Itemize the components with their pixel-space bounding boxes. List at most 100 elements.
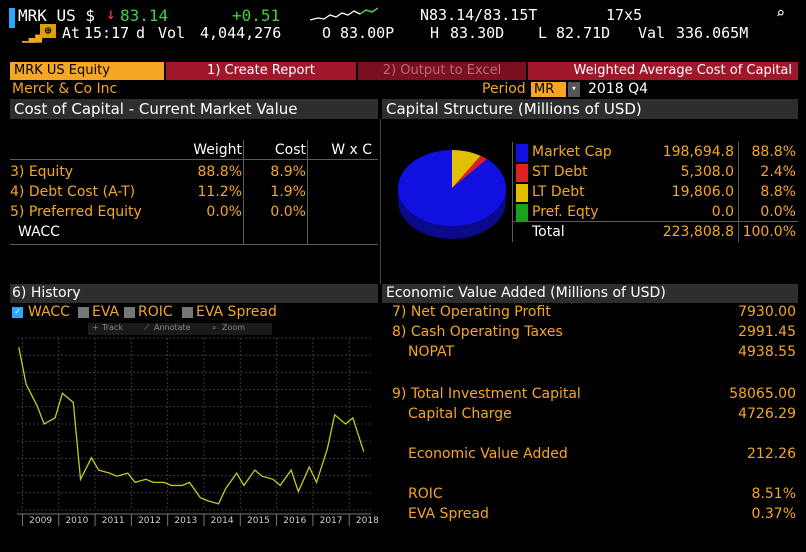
eva-label-capital-charge: Capital Charge xyxy=(408,406,512,422)
open-label: O xyxy=(322,24,332,42)
sparkline-icon xyxy=(310,7,378,21)
cs-pct-lt-debt: 8.8% xyxy=(760,184,796,200)
value-traded: 336.065M xyxy=(676,24,749,42)
equity-weight: 88.8% xyxy=(197,164,242,180)
x-tick-label: 2015 xyxy=(247,516,270,526)
chevron-down-icon[interactable]: ▾ xyxy=(568,82,580,97)
eva-value-taxes: 2991.45 xyxy=(738,324,796,340)
row-label-wacc: WACC xyxy=(18,224,60,240)
ticker-symbol[interactable]: MRK US $ xyxy=(18,6,96,25)
col-header-weight: Weight xyxy=(193,142,242,158)
high-label: H xyxy=(430,24,440,42)
zoom-tool[interactable]: Zoom xyxy=(222,323,246,332)
cs-value-lt-debt: 19,806.0 xyxy=(671,184,734,200)
track-icon: + xyxy=(92,323,99,332)
create-report-button[interactable]: 1) Create Report xyxy=(166,62,356,80)
quote-d: d xyxy=(136,24,146,42)
eva-label-tic[interactable]: 9) Total Investment Capital xyxy=(392,386,581,402)
capital-structure-table: Market Cap 198,694.8 88.8% ST Debt 5,308… xyxy=(512,142,798,242)
eva-value-spread: 0.37% xyxy=(751,506,796,522)
cs-label-lt-debt: LT Debt xyxy=(532,184,585,200)
val-label: Val xyxy=(638,24,666,42)
checkbox-icon[interactable] xyxy=(182,307,193,318)
cost-of-capital-table: Weight Cost W x C 3) Equity 88.8% 8.9% 4… xyxy=(10,140,378,280)
checkbox-icon[interactable] xyxy=(124,307,135,318)
legend-swatch-st-debt xyxy=(516,164,528,182)
capital-structure-titlebar xyxy=(382,99,798,119)
quote-time: 15:17 xyxy=(84,24,130,42)
high-value: 83.30D xyxy=(450,24,505,42)
annotate-icon: ⟋ xyxy=(144,323,150,332)
cs-pct-market-cap: 88.8% xyxy=(751,144,796,160)
cost-of-capital-title: Cost of Capital - Current Market Value xyxy=(14,100,298,118)
cs-pct-total: 100.0% xyxy=(742,224,796,240)
annotate-tool[interactable]: Annotate xyxy=(154,323,191,332)
history-legend: ✓ WACC EVA ROIC EVA Spread xyxy=(10,304,380,322)
eva-label-nop[interactable]: 7) Net Operating Profit xyxy=(392,304,551,320)
legend-roic[interactable]: ROIC xyxy=(138,304,173,320)
x-tick-label: 2018 xyxy=(356,516,379,526)
row-label-preferred[interactable]: 5) Preferred Equity xyxy=(10,204,142,220)
preferred-weight: 0.0% xyxy=(206,204,242,220)
col-divider-2 xyxy=(307,140,308,244)
period-dropdown[interactable]: MR xyxy=(531,82,566,97)
function-title: Weighted Average Cost of Capital xyxy=(528,62,798,80)
legend-eva[interactable]: EVA xyxy=(92,304,120,320)
eva-table: 7) Net Operating Profit 7930.00 8) Cash … xyxy=(382,304,798,534)
history-title[interactable]: 6) History xyxy=(12,285,81,301)
cs-value-st-debt: 5,308.0 xyxy=(680,164,734,180)
legend-wacc[interactable]: WACC xyxy=(28,304,70,320)
track-tool[interactable]: Track xyxy=(102,323,123,332)
output-excel-button[interactable]: 2) Output to Excel xyxy=(358,62,526,80)
bottom-rule xyxy=(10,244,378,245)
cs-col-divider xyxy=(512,142,513,242)
checkbox-icon[interactable] xyxy=(78,307,89,318)
eva-label-roic: ROIC xyxy=(408,486,443,502)
ticker-line: MRK US $ ↓ 83.14 +0.51 N83.14/83.15T 17x… xyxy=(0,0,806,43)
row-label-debt[interactable]: 4) Debt Cost (A-T) xyxy=(10,184,136,200)
bid-ask: N83.14/83.15T xyxy=(420,6,538,24)
cs-pct-pref-eqty: 0.0% xyxy=(760,204,796,220)
cs-label-pref-eqty: Pref. Eqty xyxy=(532,204,599,220)
open-value: 83.00P xyxy=(340,24,395,42)
x-tick-label: 2016 xyxy=(283,516,306,526)
function-bar: MRK US Equity 1) Create Report 2) Output… xyxy=(0,62,806,80)
x-tick-label: 2017 xyxy=(320,516,343,526)
series-line-wacc xyxy=(18,347,365,505)
eva-title: Economic Value Added (Millions of USD) xyxy=(386,285,666,301)
cs-value-market-cap: 198,694.8 xyxy=(662,144,734,160)
low-label: L xyxy=(538,24,548,42)
eva-label-nopat: NOPAT xyxy=(408,344,455,360)
alert-icon[interactable]: ⊕ xyxy=(40,24,56,38)
x-tick-label: 2009 xyxy=(29,516,52,526)
signal-icon: ▁▃▅ xyxy=(22,30,42,43)
legend-swatch-market-cap xyxy=(516,144,528,162)
cs-label-total: Total xyxy=(532,224,565,240)
x-tick-label: 2014 xyxy=(211,516,234,526)
period-value: MR xyxy=(534,82,555,97)
eva-label-taxes[interactable]: 8) Cash Operating Taxes xyxy=(392,324,563,340)
eva-value-roic: 8.51% xyxy=(751,486,796,502)
col-header-wxc: W x C xyxy=(331,142,372,158)
company-name: Merck & Co Inc xyxy=(12,81,118,97)
at-label: At xyxy=(62,24,81,42)
price-change: +0.51 xyxy=(232,6,281,25)
search-icon[interactable]: ⌕ xyxy=(776,4,786,22)
down-arrow-icon: ↓ xyxy=(106,4,116,23)
cs-label-st-debt: ST Debt xyxy=(532,164,588,180)
security-field[interactable]: MRK US Equity xyxy=(10,62,164,80)
x-tick-label: 2011 xyxy=(102,516,125,526)
col-header-cost: Cost xyxy=(274,142,306,158)
eva-value-nopat: 4938.55 xyxy=(738,344,796,360)
history-chart[interactable]: 2009 2010 2011 2012 2013 2014 2015 2016 2017 2018 xyxy=(15,320,383,528)
col-divider-1 xyxy=(243,140,244,244)
checkbox-checked-icon[interactable]: ✓ xyxy=(12,307,23,318)
ticker-marker xyxy=(9,8,15,28)
period-label: Period xyxy=(482,81,526,97)
vol-label: Vol xyxy=(158,24,186,42)
history-titlebar xyxy=(10,284,378,303)
cs-value-pref-eqty: 0.0 xyxy=(711,204,734,220)
eva-label-spread: EVA Spread xyxy=(408,506,489,522)
legend-eva-spread[interactable]: EVA Spread xyxy=(196,304,277,320)
row-label-equity[interactable]: 3) Equity xyxy=(10,164,74,180)
